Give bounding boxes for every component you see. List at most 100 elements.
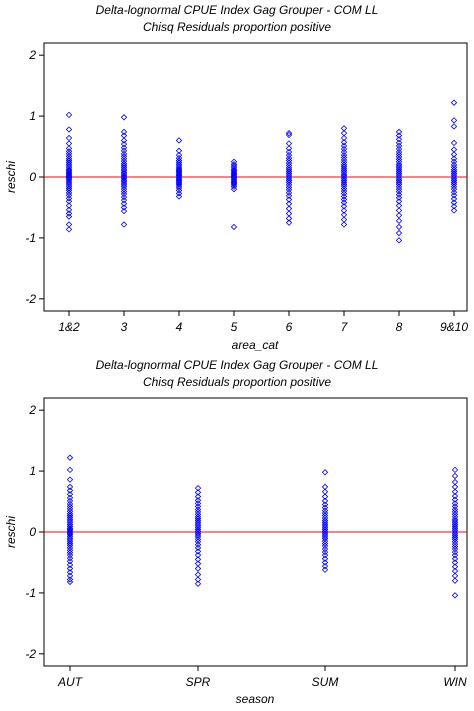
chart-1-data-point [450,139,458,147]
chart-1-data-point [285,196,293,203]
chart-2-data-point [194,565,202,572]
chart-2-data-point [66,565,74,572]
chart-1-x-tick-label: 8 [396,320,403,334]
chart-2-data-point [66,519,74,527]
chart-2-data-point [321,522,329,530]
chart-1-x-tick-label: 5 [231,320,238,334]
chart-1-data-point [285,129,293,137]
chart-1-data-point [65,159,73,166]
chart-2-data-point [451,525,459,532]
chart-1-data-point [340,190,348,197]
chart-2-data-point [66,494,74,502]
chart-2-data-point [66,517,74,525]
chart-1-data-point [395,198,403,205]
chart-1-data-point [395,188,403,195]
chart-2-data-point [194,541,202,548]
chart-1-data-point [120,128,128,136]
chart-2-data-point [66,536,74,544]
chart-1-points [65,99,458,244]
chart-2-data-point [66,483,74,491]
chart-1-x-tick-label: 4 [176,320,183,334]
chart-2-data-point [194,544,202,552]
chart-1-data-point [65,175,73,182]
chart-2-data-point [194,556,202,563]
chart-1-data-point [395,223,403,231]
chart-2-data-point [66,561,74,569]
chart-2-data-point [194,530,202,537]
chart-1-data-point [395,237,403,244]
chart-1-y-ticks: 2 1 0 -1 -2 [25,48,44,306]
chart-2-x-ticks: AUT SPR SUM WIN [57,666,467,689]
chart-1-data-point [120,221,128,228]
chart-1-data-point [450,155,458,162]
chart-1-data-point [175,154,183,162]
chart-2-x-tick-label: SUM [312,675,339,689]
chart-2-data-point [451,472,459,480]
chart-2-data-point [451,513,459,520]
chart-1-data-point [65,172,73,179]
chart-1-data-point [395,164,403,172]
chart-1-data-point [120,196,128,204]
chart-1-y-tick-label: -1 [25,231,36,245]
chart-1-data-point [285,170,293,177]
chart-1-data-point [285,175,293,182]
chart-2-data-point [321,526,329,533]
chart-2-x-axis-label: season [236,692,275,706]
chart-2-data-point [451,559,459,566]
chart-1-data-point [65,192,73,199]
chart-1-data-point [175,182,183,190]
chart-1-data-point [340,207,348,214]
chart-2-data-point [321,566,329,573]
chart-2-data-point [66,538,74,545]
chart-2-data-point [321,497,329,505]
chart-1-data-point [450,199,458,206]
chart-1-data-point [285,189,293,197]
chart-1-data-point [120,204,128,211]
chart-2-data-point [194,522,202,530]
chart-2-data-point [451,496,459,503]
chart-1-data-point [230,186,238,193]
chart-2-data-point [66,528,74,536]
chart-1-data-point [450,177,458,184]
chart-1-data-point [395,194,403,201]
chart-1-x-tick-label: 1&2 [58,320,80,334]
chart-2-data-point [451,548,459,556]
chart-1-data-point [175,147,183,154]
chart-1-data-point [450,192,458,199]
chart-1-data-point [120,173,128,181]
chart-2-data-point [194,493,202,500]
chart-1-data-point [450,195,458,203]
chart-2-data-point [66,454,74,461]
chart-1-data-point [450,117,458,124]
chart-2-data-point [321,559,329,566]
chart-2-data-point [321,493,329,500]
chart-1-data-point [395,128,403,136]
chart-2-data-point [321,562,329,570]
chart-1-y-tick-label: 2 [28,48,36,62]
chart-1-data-point [395,170,403,177]
chart-2-subtitle: Chisq Residuals proportion positive [143,375,331,389]
chart-1-data-point [285,215,293,222]
chart-2-data-point [451,500,459,507]
chart-1-data-point [340,159,348,166]
chart-2-data-point [321,501,329,508]
chart-1-data-point [450,207,458,214]
chart-1-data-point [230,223,238,231]
chart-2-data-point [451,577,459,584]
chart-1-data-point [65,206,73,214]
chart-1-data-point [285,131,293,139]
chart-2-data-point [66,487,74,494]
chart-1-data-point [450,99,458,106]
chart-1-data-point [65,185,73,192]
chart-2-data-point [66,558,74,565]
chart-1-data-point [395,132,403,139]
chart-1-data-point [230,158,238,165]
chart-1-data-point [450,164,458,171]
chart-1-data-point [65,153,73,160]
chart-2-data-point [66,555,74,562]
chart-2-data-point [451,551,459,559]
chart-1-x-tick-label: 6 [286,320,293,334]
chart-1-data-point [395,136,403,143]
chart-1-data-point [395,179,403,186]
chart-2-data-point [66,578,74,586]
